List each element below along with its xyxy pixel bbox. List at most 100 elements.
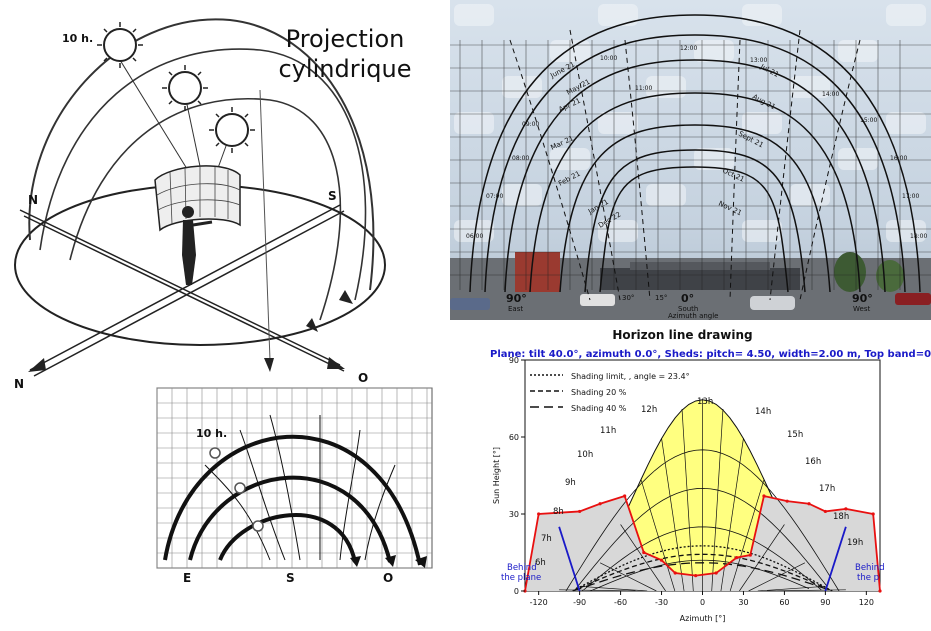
dir-label-o-bottom: O <box>358 371 368 385</box>
horizon-point <box>694 574 698 578</box>
hour-label: 18h <box>833 512 849 522</box>
hour-curve <box>579 585 648 592</box>
horizon-point <box>659 558 664 562</box>
photo-hour-label: 11:00 <box>635 85 652 92</box>
hour-curve <box>757 585 826 592</box>
dir-label-n-bottom: N <box>14 377 24 391</box>
cloud-patch <box>790 76 830 98</box>
projection-title-line1: Projection <box>285 25 405 53</box>
hour-label: 8h <box>553 507 564 517</box>
x-tick-label: 120 <box>859 598 874 607</box>
azimuth-tick-label: 15° <box>655 294 667 302</box>
azimuth-label-right: 90° <box>852 292 873 305</box>
projection-title: Projection cylindrique <box>260 24 430 84</box>
horizon-point <box>823 509 827 514</box>
horizon-point <box>598 502 602 506</box>
hour-curve <box>661 438 685 592</box>
cloud-patch <box>886 4 926 26</box>
sun-icon <box>162 65 208 111</box>
hour-line <box>769 29 801 301</box>
shading-curve <box>572 553 833 592</box>
cloud-patch <box>742 220 782 242</box>
photo-hour-label: 10:00 <box>600 55 617 62</box>
sun-path-arc <box>504 59 886 293</box>
cloud-patch <box>598 4 638 26</box>
cloud-patch <box>454 220 494 242</box>
hour-line <box>569 29 621 301</box>
hour-curve <box>620 524 666 592</box>
photo-hour-label: 06:00 <box>466 233 483 240</box>
sun-path-arc <box>529 92 861 293</box>
photo-hour-label: 13:00 <box>750 57 767 64</box>
sun-path-arc <box>559 124 831 293</box>
day-curve <box>573 487 828 592</box>
hour-label: 11h <box>600 426 616 436</box>
y-tick-label: 30 <box>509 510 519 519</box>
chart-title: Horizon line drawing <box>612 328 753 342</box>
cloud-patch <box>742 112 782 134</box>
azimuth-name-south: South <box>678 305 698 313</box>
dir-label-n-left: N <box>28 193 38 207</box>
cloud-patch <box>502 76 542 98</box>
hour-label: 7h <box>541 534 552 544</box>
hour-curve <box>559 589 638 592</box>
hour-label: 13h <box>697 397 713 407</box>
photo-hour-label: 14:00 <box>822 91 839 98</box>
day-curve <box>582 526 822 592</box>
grid-axis-label-e: E <box>183 571 191 585</box>
x-tick-label: -90 <box>573 598 586 607</box>
x-tick-label: 30 <box>738 598 748 607</box>
photo-hour-label: 07:00 <box>486 193 503 200</box>
hour-label: 6h <box>535 558 546 568</box>
horizon-point <box>844 507 848 511</box>
cloud-patch <box>790 184 830 206</box>
cloud-patch <box>646 184 686 206</box>
dir-label-s-right: S <box>328 189 337 203</box>
x-tick-label: -120 <box>530 598 548 607</box>
hour-line <box>729 39 741 301</box>
y-tick-label: 0 <box>514 587 519 596</box>
hour-curve <box>739 524 785 592</box>
behind-label-right-1: Behind <box>855 563 885 573</box>
horizon-point <box>871 512 875 516</box>
hour-curve <box>711 408 724 592</box>
sun-icon <box>209 107 255 153</box>
hour-curve <box>599 562 657 592</box>
cylinder-screen <box>154 165 241 232</box>
horizon-point <box>623 494 627 498</box>
azimuth-name-east: East <box>508 305 523 313</box>
behind-label-right-2: the p <box>857 573 879 583</box>
behind-plane-line <box>558 526 581 592</box>
chart-legend: Shading limit, , angle = 23.4° Shading 2… <box>530 372 690 413</box>
behind-label-left-2: the plane <box>501 573 541 583</box>
horizon-point <box>762 494 766 498</box>
y-tick-label: 60 <box>509 433 519 442</box>
x-tick-label: -60 <box>614 598 627 607</box>
cloud-patch <box>646 76 686 98</box>
hour-curve <box>748 562 806 592</box>
horizon-point <box>537 512 541 516</box>
hour-label: 9h <box>565 478 576 488</box>
hour-curve <box>767 589 846 592</box>
sun-path-arc <box>599 166 789 293</box>
hour-label: 15h <box>787 430 803 440</box>
photo-hour-label: 12:00 <box>680 45 697 52</box>
sun-icon <box>97 22 143 68</box>
chart-subtitle: Plane: tilt 40.0°, azimuth 0.0°, Sheds: … <box>490 349 931 360</box>
cloud-patch <box>454 4 494 26</box>
x-tick-label: 90 <box>820 598 830 607</box>
cloud-patch <box>838 40 878 62</box>
behind-label-left-1: Behind <box>507 563 537 573</box>
grid-axis-label-s: S <box>286 571 295 585</box>
sun-path-arc <box>584 149 806 293</box>
sun-path-arc <box>484 34 906 293</box>
shaded-region <box>525 496 880 591</box>
legend-item-shading-20: Shading 20 % <box>571 388 627 397</box>
hour-curve <box>681 408 694 592</box>
panorama-svg: 11:00 12:00 13:00 14:00 15:00 10:00 09:0… <box>450 0 931 320</box>
photo-hour-label: 16:00 <box>890 155 907 162</box>
horizon-chart-svg: -120 -90 -60 -30 0 30 60 90 120 0 30 60 90 Azimuth [°… <box>492 356 885 623</box>
grid-axis-label-o: O <box>383 571 393 585</box>
shading-curve <box>572 562 833 592</box>
behind-plane-line <box>824 526 847 592</box>
